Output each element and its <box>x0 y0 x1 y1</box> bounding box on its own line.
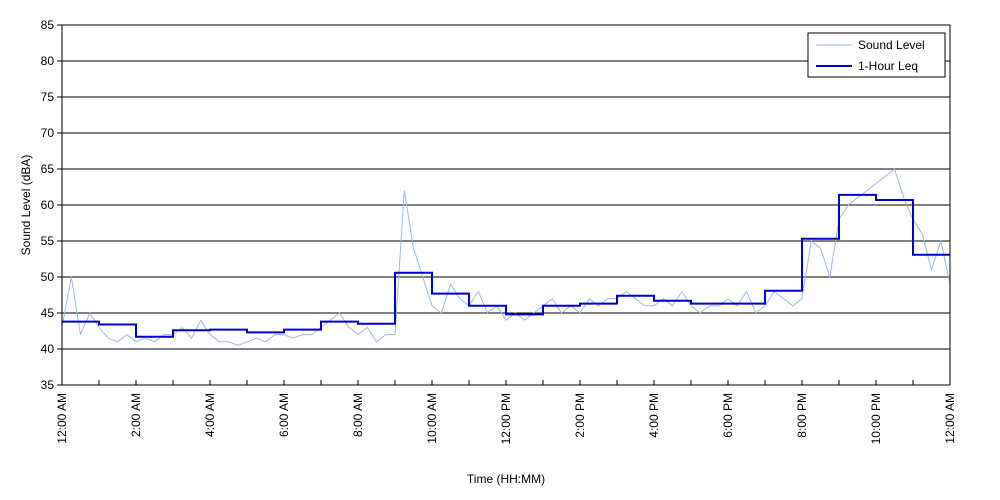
x-tick-label: 6:00 PM <box>721 393 735 438</box>
series-lines <box>61 168 951 346</box>
legend-label-sound-level: Sound Level <box>858 38 925 52</box>
y-tick-label: 75 <box>41 90 55 104</box>
y-tick-label: 70 <box>41 126 55 140</box>
x-tick-label: 8:00 PM <box>795 393 809 438</box>
series-line-1-hour-leq <box>62 193 950 338</box>
y-axis-title: Sound Level (dBA) <box>19 155 33 256</box>
x-tick-label: 6:00 AM <box>277 393 291 437</box>
y-tick-label: 80 <box>41 54 55 68</box>
legend: Sound Level 1-Hour Leq <box>807 32 946 78</box>
y-tick-label: 50 <box>41 270 55 284</box>
legend-label-1-hour-leq: 1-Hour Leq <box>858 59 918 73</box>
y-tick-label: 45 <box>41 306 55 320</box>
y-tick-label: 60 <box>41 198 55 212</box>
y-axis-ticks: 35 40 45 50 55 60 65 70 75 80 85 <box>41 18 62 392</box>
x-tick-label: 2:00 PM <box>573 393 587 438</box>
legend-box <box>807 32 946 78</box>
x-axis-title: Time (HH:MM) <box>467 472 545 486</box>
y-tick-label: 35 <box>41 378 55 392</box>
plot-frame <box>61 24 951 386</box>
x-tick-label: 10:00 AM <box>425 393 439 444</box>
x-axis-ticks: 12:00 AM 2:00 AM 4:00 AM 6:00 AM 8:00 AM 10:0… <box>55 380 957 444</box>
y-tick-label: 40 <box>41 342 55 356</box>
x-tick-label: 12:00 AM <box>55 393 69 444</box>
y-tick-label: 55 <box>41 234 55 248</box>
x-tick-label: 4:00 PM <box>647 393 661 438</box>
x-tick-label: 4:00 AM <box>203 393 217 437</box>
series-line-sound-level <box>61 168 951 346</box>
x-tick-label: 2:00 AM <box>129 393 143 437</box>
y-tick-label: 65 <box>41 162 55 176</box>
y-tick-label: 85 <box>41 18 55 32</box>
x-tick-label: 10:00 PM <box>869 393 883 444</box>
x-tick-label: 8:00 AM <box>351 393 365 437</box>
x-tick-label: 12:00 PM <box>499 393 513 444</box>
x-tick-label: 12:00 AM <box>943 393 957 444</box>
